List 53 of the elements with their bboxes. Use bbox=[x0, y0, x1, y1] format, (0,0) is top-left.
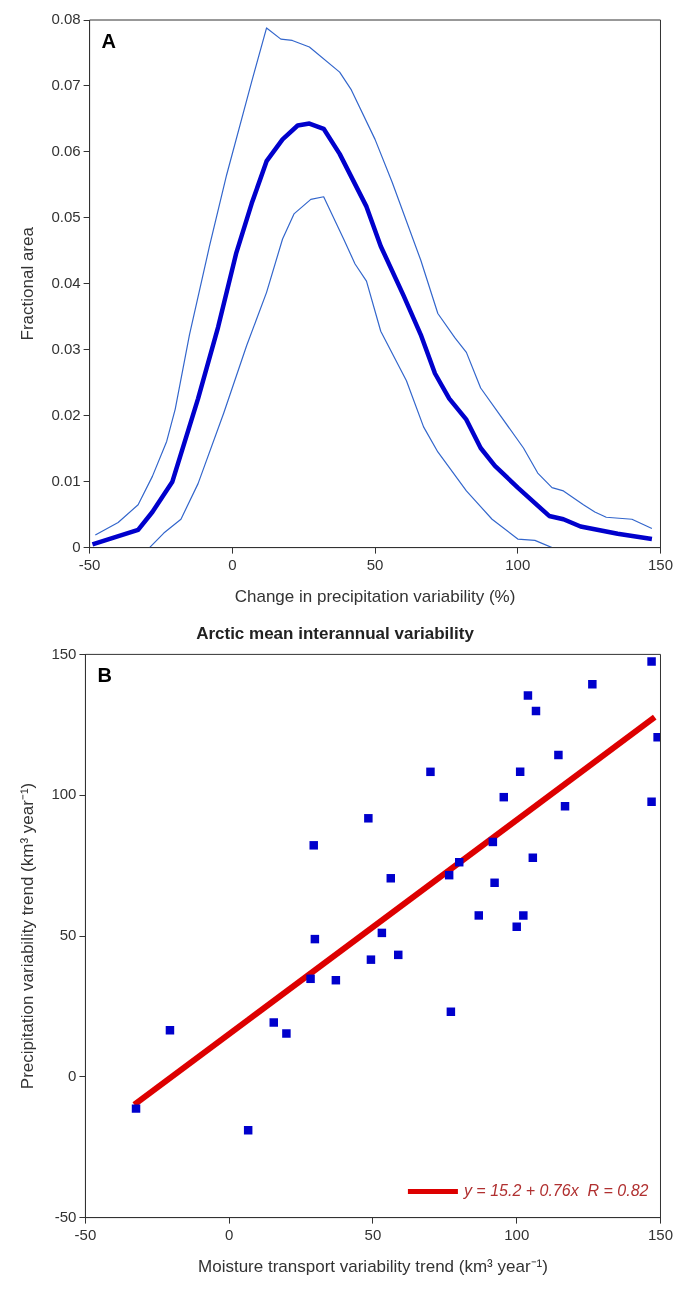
y-tick-label: 0.01 bbox=[51, 471, 81, 489]
point bbox=[512, 922, 521, 931]
y-tick-label: 0.04 bbox=[51, 273, 81, 291]
y-tick-label: 100 bbox=[51, 785, 77, 803]
point bbox=[523, 691, 533, 700]
point bbox=[647, 657, 656, 666]
annotation: B bbox=[97, 663, 112, 686]
x-tick-label: 50 bbox=[364, 1225, 382, 1243]
point bbox=[519, 911, 528, 920]
point bbox=[490, 878, 499, 888]
point bbox=[653, 732, 661, 742]
point bbox=[131, 1104, 141, 1113]
point bbox=[269, 1018, 278, 1027]
y-tick-label: 50 bbox=[59, 926, 77, 944]
point bbox=[394, 950, 403, 960]
y-axis-title: Precipitation variability trend (km³ year⁻¹) bbox=[17, 782, 37, 1090]
y-tick-label: 0.02 bbox=[51, 405, 81, 423]
point bbox=[282, 1029, 291, 1038]
y-tick-label: 150 bbox=[51, 644, 77, 662]
y-tick-label: 0 bbox=[68, 1066, 77, 1084]
point bbox=[309, 841, 318, 850]
y-tick-label: 0.05 bbox=[51, 207, 81, 225]
point bbox=[588, 680, 597, 689]
y-tick-label: 0.07 bbox=[51, 76, 81, 94]
point bbox=[386, 874, 396, 883]
point bbox=[528, 853, 538, 862]
x-tick-label: 100 bbox=[505, 555, 531, 573]
point bbox=[554, 750, 563, 760]
y-tick-label: 0 bbox=[72, 537, 81, 555]
point bbox=[366, 955, 376, 964]
chart-title: Arctic mean interannual variability bbox=[196, 623, 475, 643]
x-tick-label: 50 bbox=[366, 555, 384, 573]
x-axis-title: Moisture transport variability trend (km³ year⁻¹) bbox=[198, 1257, 548, 1277]
point bbox=[647, 797, 656, 806]
x-tick-label: 100 bbox=[504, 1225, 530, 1243]
y-tick-label: 0.03 bbox=[51, 339, 81, 357]
y-axis-title: Fractional area bbox=[17, 226, 37, 341]
y-tick-label: -50 bbox=[54, 1207, 77, 1225]
annotation: A bbox=[101, 29, 117, 52]
y-tick-label: 0.08 bbox=[51, 10, 81, 28]
point bbox=[306, 974, 315, 984]
point bbox=[364, 814, 373, 823]
x-tick-label: 0 bbox=[225, 1225, 234, 1243]
point bbox=[474, 911, 484, 920]
x-tick-label: 150 bbox=[647, 555, 673, 573]
point bbox=[243, 1126, 253, 1135]
x-tick-label: 0 bbox=[228, 555, 237, 573]
point bbox=[426, 767, 435, 777]
legend-label: y = 15.2 + 0.76x R = 0.82 bbox=[462, 1182, 649, 1200]
y-tick-label: 0.06 bbox=[51, 142, 81, 160]
x-axis-title: Change in precipitation variability (%) bbox=[234, 587, 516, 607]
x-tick-label: 150 bbox=[647, 1225, 673, 1243]
point bbox=[165, 1026, 175, 1035]
